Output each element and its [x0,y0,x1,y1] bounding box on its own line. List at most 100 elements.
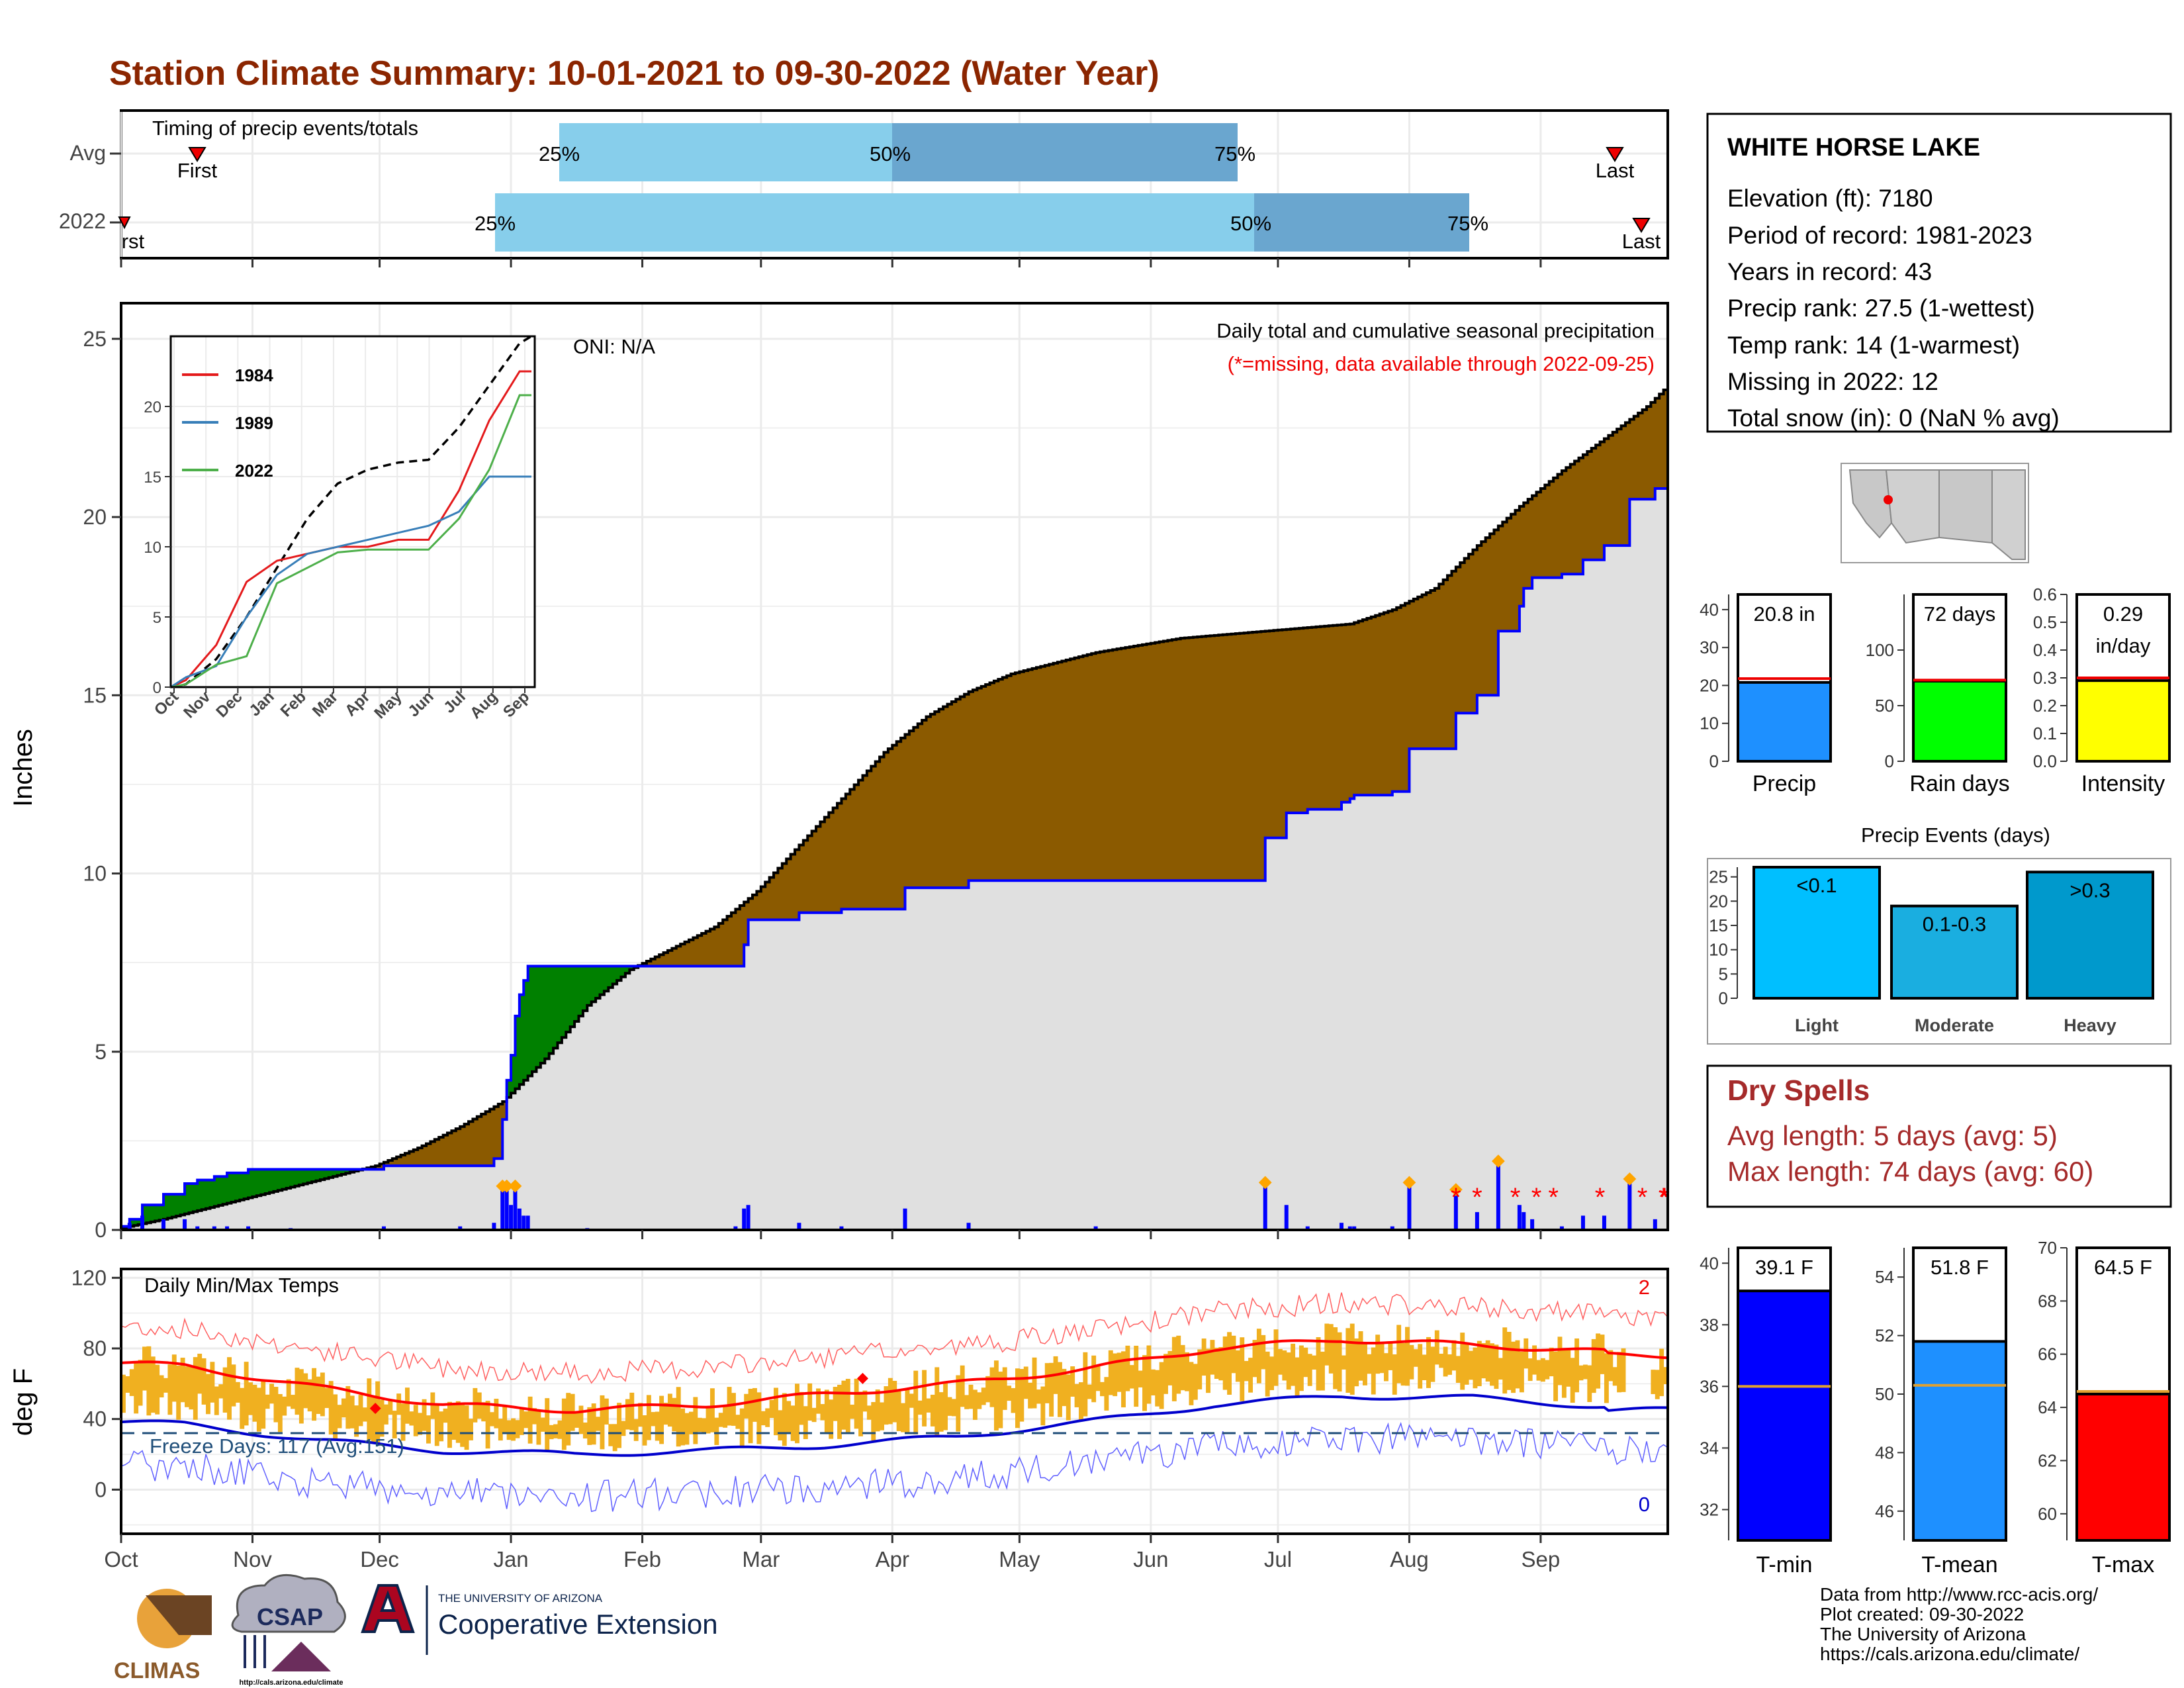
inset-background [171,336,535,687]
daily-precip-bar [183,1219,187,1230]
daily-temp-bar [1506,1331,1512,1390]
temp-mean-ytick-label-54: 54 [1875,1267,1894,1287]
temp-mean-ytick-label-48: 48 [1875,1442,1894,1462]
daily-temp-bar [913,1370,919,1434]
temp-max-chart: 60 62 64 66 68 70 64.5 F T-max [2038,1238,2171,1577]
daily-temp-bar [1180,1344,1185,1391]
daily-temp-bar [1002,1367,1007,1410]
legend-label-1989: 1989 [235,413,273,433]
precip-ytick-label-30: 30 [1700,637,1719,657]
inset-ytick-label-0: 0 [153,679,161,697]
daily-precip-bar [509,1205,514,1230]
daily-temp-bar [1044,1363,1050,1403]
daily-temp-bar [880,1402,884,1430]
inset-line-1984 [170,370,531,688]
daily-temp-bar [922,1370,927,1427]
daily-precip-bar [746,1205,751,1230]
daily-temp-bar [1447,1354,1452,1375]
events-ytick-label-10: 10 [1709,940,1728,960]
daily-temp-bar [367,1378,372,1440]
avg-first-marker [188,147,206,162]
daily-temp-bar [947,1397,952,1416]
csap-cloud-icon [231,1573,346,1633]
daily-temp-bar [1545,1360,1550,1380]
temp-mean-chart: 46 48 50 52 54 51.8 F T-mean [1875,1246,2007,1577]
daily-temp-bar [1312,1355,1317,1370]
daily-temp-bar [587,1407,592,1445]
daily-temp-bar [1291,1343,1296,1386]
legend-label-1984: 1984 [235,365,273,385]
month-label-Mar: Mar [742,1547,780,1571]
daily-temp-bar [1481,1343,1486,1379]
daily-temp-bar [312,1368,317,1421]
daily-precip-bar [525,1215,530,1230]
daily-temp-bar [723,1407,728,1428]
daily-temp-bar [875,1389,880,1432]
y2022-p25-label: 25% [475,212,516,235]
daily-temp-bar [515,1420,520,1438]
daily-temp-bar [968,1384,974,1409]
daily-temp-bar [1532,1345,1537,1375]
daily-temp-bar [189,1366,194,1410]
daily-temp-bar [549,1425,554,1440]
daily-temp-bar [934,1367,940,1436]
daily-temp-bar [244,1362,249,1426]
events-category-light: Light [1795,1015,1839,1035]
daily-temp-bar [511,1418,516,1441]
precip-ytick-label-10: 10 [1700,714,1719,733]
daily-temp-bar [502,1405,508,1434]
daily-temp-bar [1604,1353,1609,1403]
daily-temp-bar [1473,1347,1478,1389]
station-temp-rank: Temp rank: 14 (1-warmest) [1727,332,2020,359]
y2022-first-marker [118,216,131,230]
precip-ytick-label-20: 20 [83,505,107,529]
precip-events-chart: Precip Events (days) 0 5 10 15 20 25 <0.1 Light… [1707,823,2171,1045]
daily-temp-bar [307,1379,312,1412]
daily-precip-bar [225,1226,230,1230]
record-temp-marker [856,1372,868,1384]
daily-temp-bar [1079,1382,1083,1420]
daily-temp-bar [1138,1370,1143,1387]
daily-temp-bar [1244,1360,1249,1382]
daily-temp-bar [1349,1323,1355,1395]
daily-temp-bar [1222,1336,1228,1390]
daily-temp-bar [1201,1338,1206,1376]
events-title: Precip Events (days) [1861,823,2050,847]
daily-temp-bar [1655,1370,1660,1399]
daily-temp-bar [905,1387,910,1433]
daily-temp-bar [176,1366,181,1420]
daily-temp-bar [578,1405,584,1434]
daily-temp-bar [608,1424,614,1446]
daily-temp-bar [455,1401,461,1443]
daily-temp-bar [1197,1349,1203,1389]
daily-temp-bar [1379,1344,1385,1374]
daily-temp-bar [1328,1324,1334,1374]
daily-temp-bar [705,1406,711,1434]
daily-temp-bar [1418,1344,1423,1389]
daily-temp-bar [404,1387,410,1424]
daily-temp-bar [901,1403,906,1432]
daily-temp-bar [646,1395,651,1440]
temp-max-ytick-label-70: 70 [2038,1238,2057,1258]
daily-temp-bar [1515,1340,1520,1389]
daily-temp-bar [134,1362,139,1414]
daily-temp-bar [739,1408,745,1446]
daily-temp-bar [227,1357,232,1420]
daily-temp-bar [926,1398,931,1413]
daily-temp-bar [1617,1352,1622,1393]
avg-first-label: First [177,159,218,182]
daily-temp-bar [277,1393,283,1432]
daily-temp-bar [1176,1335,1181,1394]
daily-temp-bar [155,1364,160,1415]
daily-temp-bar [811,1407,817,1423]
csap-url: http://cals.arizona.edu/climate [239,1679,343,1687]
daily-precip-bar [140,1215,145,1230]
precip-ytick-label-10: 10 [83,862,107,886]
daily-temp-bar [629,1392,635,1430]
daily-temp-bar [206,1374,210,1415]
daily-temp-bar [1193,1364,1198,1400]
daily-temp-bar [765,1408,770,1427]
temp-max-ytick-label-62: 62 [2038,1450,2057,1470]
daily-temp-bar [171,1354,177,1402]
month-label-Jun: Jun [1133,1547,1168,1571]
